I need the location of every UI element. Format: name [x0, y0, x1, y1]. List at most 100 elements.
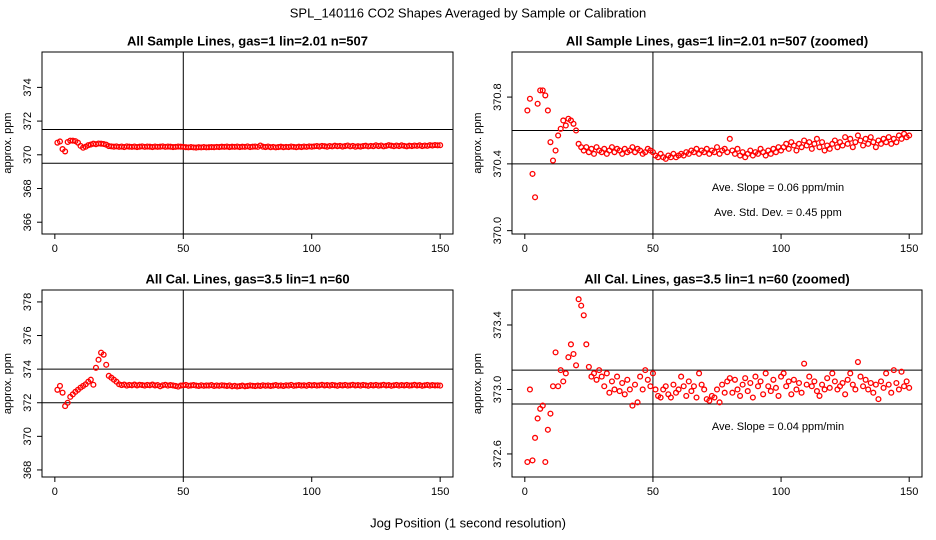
point: [696, 370, 703, 377]
point: [95, 356, 102, 363]
y-axis-label: approx. ppm: [2, 353, 14, 414]
point: [698, 381, 705, 388]
plot-frame: [41, 51, 454, 235]
point: [598, 373, 605, 380]
point: [749, 394, 756, 401]
x-tick-label: 100: [303, 486, 321, 498]
point: [539, 402, 546, 409]
x-tick-label: 150: [431, 486, 449, 498]
point: [578, 302, 585, 309]
point: [547, 139, 554, 146]
point: [757, 378, 764, 385]
point: [532, 194, 539, 201]
panel: All Sample Lines, gas=1 lin=2.01 n=507 ap…: [2, 33, 454, 255]
point: [762, 370, 769, 377]
point: [701, 386, 708, 393]
point: [619, 379, 626, 387]
point: [801, 360, 808, 367]
point: [824, 375, 831, 382]
plot-frame: [511, 289, 923, 478]
point: [524, 107, 531, 114]
x-tick-label: 50: [177, 243, 189, 255]
point: [534, 415, 541, 422]
point: [675, 386, 682, 393]
point: [565, 354, 572, 361]
point: [803, 381, 810, 388]
point: [829, 370, 836, 377]
point: [903, 378, 910, 385]
point: [847, 370, 854, 377]
panel-title: All Cal. Lines, gas=3.5 lin=1 n=60: [145, 271, 349, 286]
point: [888, 140, 895, 147]
point: [739, 149, 746, 156]
point: [547, 410, 554, 417]
panel-title: All Cal. Lines, gas=3.5 lin=1 n=60 (zoom…: [584, 271, 850, 286]
point: [526, 95, 533, 102]
y-tick-label: 372: [22, 112, 34, 130]
point: [775, 392, 782, 399]
point: [798, 144, 805, 151]
point: [652, 386, 659, 393]
point: [867, 134, 874, 141]
x-tick-label: 100: [303, 243, 321, 255]
point: [893, 379, 900, 387]
point: [877, 378, 885, 385]
y-tick-label: 373.4: [492, 311, 504, 339]
point: [854, 132, 861, 139]
point: [601, 145, 608, 152]
point: [813, 388, 820, 395]
point: [649, 370, 656, 377]
point: [772, 384, 779, 391]
point: [693, 145, 700, 152]
point: [562, 122, 569, 129]
point: [726, 135, 733, 142]
point: [844, 140, 851, 147]
point: [785, 145, 792, 152]
point: [854, 359, 861, 366]
point: [64, 399, 71, 406]
point: [885, 134, 892, 141]
point: [734, 145, 741, 152]
point: [583, 341, 590, 348]
y-tick-label: 373.0: [492, 376, 504, 404]
point: [847, 135, 854, 142]
point: [437, 382, 444, 389]
point: [560, 378, 567, 385]
panel: All Cal. Lines, gas=3.5 lin=1 n=60 (zoom…: [472, 271, 923, 498]
point: [542, 458, 549, 466]
point: [570, 120, 577, 127]
point: [103, 361, 110, 368]
point: [821, 386, 828, 393]
point: [585, 363, 592, 370]
point: [588, 145, 595, 152]
point: [765, 383, 772, 390]
point: [667, 394, 674, 401]
point: [862, 376, 869, 383]
point: [760, 391, 767, 398]
point: [819, 381, 826, 388]
point: [713, 144, 721, 151]
point: [724, 149, 731, 156]
point: [562, 370, 569, 377]
point: [642, 367, 649, 374]
point: [737, 392, 744, 399]
point: [811, 140, 818, 147]
point: [560, 117, 567, 124]
point: [739, 381, 746, 388]
point: [872, 144, 879, 151]
point: [621, 391, 628, 398]
point: [716, 399, 723, 406]
point: [834, 144, 841, 151]
point: [678, 373, 685, 380]
panel-title: All Sample Lines, gas=1 lin=2.01 n=507: [127, 33, 368, 48]
point: [56, 138, 64, 145]
point: [552, 147, 559, 154]
point: [711, 149, 718, 156]
point: [767, 150, 774, 157]
point: [529, 457, 536, 464]
panel: All Sample Lines, gas=1 lin=2.01 n=507 (…: [472, 33, 923, 255]
point: [793, 147, 800, 154]
point: [690, 383, 697, 390]
point: [542, 92, 549, 99]
x-tick-label: 0: [522, 243, 528, 255]
